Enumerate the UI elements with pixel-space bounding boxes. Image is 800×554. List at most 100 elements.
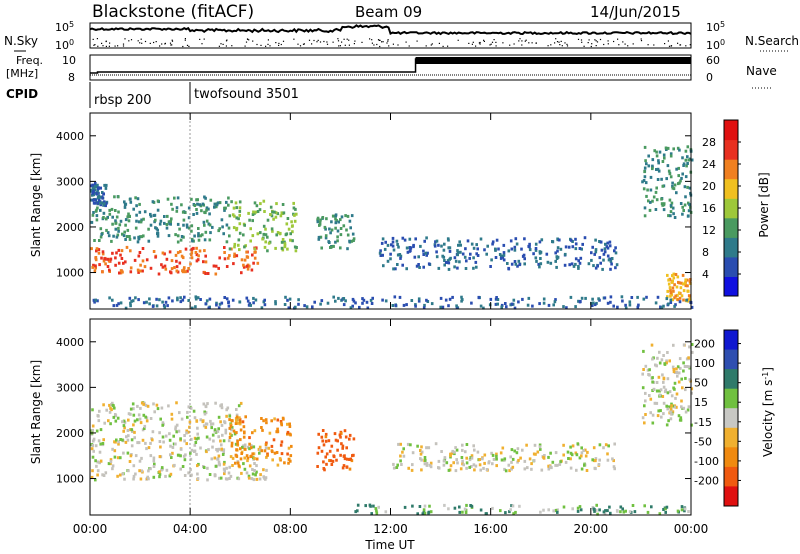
scatter-cell (446, 259, 450, 263)
scatter-cell (228, 234, 231, 238)
nsearch-dot (354, 40, 356, 42)
scatter-cell (669, 210, 673, 214)
scatter-cell (466, 239, 470, 243)
scatter-cell (214, 401, 217, 405)
scatter-cell (374, 507, 378, 511)
scatter-cell (678, 300, 682, 304)
scatter-cell (91, 193, 94, 197)
scatter-cell (461, 298, 464, 302)
scatter-cell (669, 289, 672, 293)
colorbar-swatch (724, 486, 738, 507)
scatter-cell (264, 443, 268, 447)
scatter-cell (91, 428, 94, 432)
scatter-cell (370, 302, 374, 305)
scatter-cell (451, 449, 454, 453)
scatter-cell (140, 401, 144, 405)
scatter-cell (648, 394, 651, 397)
scatter-cell (330, 228, 334, 232)
scatter-cell (228, 214, 232, 218)
scatter-cell (482, 466, 485, 470)
scatter-cell (683, 509, 686, 513)
scatter-cell (239, 438, 242, 442)
scatter-cell (278, 232, 282, 236)
scatter-cell (99, 186, 102, 190)
scatter-cell (680, 294, 684, 298)
scatter-cell (276, 231, 280, 234)
scatter-cell (182, 267, 186, 271)
scatter-cell (564, 460, 568, 464)
scatter-cell (157, 272, 161, 276)
scatter-cell (417, 255, 420, 259)
scatter-cell (679, 286, 683, 290)
scatter-cell (649, 188, 653, 192)
nsearch-dot (164, 43, 166, 45)
nsearch-dot (491, 41, 494, 43)
scatter-cell (673, 216, 677, 219)
scatter-cell (443, 242, 446, 246)
freq-panel (89, 54, 692, 81)
scatter-cell (681, 212, 684, 216)
scatter-cell (122, 424, 126, 428)
scatter-cell (203, 249, 206, 253)
scatter-cell (190, 247, 194, 251)
nsearch-dot (564, 42, 566, 44)
scatter-cell (668, 172, 672, 176)
scatter-cell (571, 507, 574, 511)
nsearch-dot (343, 38, 345, 40)
scatter-cell (356, 509, 359, 513)
scatter-cell (166, 197, 170, 201)
scatter-cell (139, 421, 143, 425)
scatter-cell (582, 449, 585, 452)
scatter-cell (213, 473, 217, 477)
scatter-cell (322, 467, 326, 470)
nsearch-dot (479, 43, 481, 45)
scatter-cell (269, 213, 272, 216)
scatter-cell (219, 476, 223, 480)
scatter-cell (133, 430, 136, 434)
scatter-cell (501, 255, 505, 259)
scatter-cell (676, 509, 680, 513)
scatter-cell (670, 394, 674, 398)
scatter-cell (440, 244, 443, 248)
scatter-cell (168, 222, 171, 226)
scatter-cell (99, 428, 103, 432)
scatter-cell (168, 438, 172, 442)
scatter-cell (526, 303, 530, 307)
scatter-cell (124, 306, 128, 310)
scatter-cell (101, 473, 104, 477)
scatter-cell (112, 234, 115, 238)
scatter-cell (570, 262, 574, 266)
scatter-cell (144, 441, 147, 445)
scatter-cell (485, 252, 488, 256)
nsearch-dot (556, 41, 559, 43)
scatter-cell (592, 459, 596, 463)
scatter-cell (273, 210, 276, 214)
scatter-cell (650, 505, 653, 509)
scatter-cell (139, 477, 143, 481)
scatter-cell (423, 239, 426, 243)
scatter-cell (139, 220, 143, 224)
scatter-cell (160, 466, 164, 470)
scatter-cell (490, 451, 493, 455)
scatter-cell (445, 461, 449, 465)
scatter-cell (641, 180, 644, 184)
scatter-cell (179, 454, 182, 458)
scatter-cell (130, 428, 134, 432)
scatter-cell (189, 457, 193, 461)
scatter-cell (106, 231, 110, 235)
scatter-cell (319, 302, 322, 306)
scatter-cell (274, 215, 278, 219)
scatter-cell (662, 354, 665, 357)
scatter-cell (576, 442, 580, 446)
scatter-cell (658, 389, 661, 393)
scatter-cell (232, 206, 236, 210)
scatter-cell (189, 406, 193, 410)
scatter-cell (245, 250, 248, 254)
y-tick-label: 2000 (56, 221, 84, 234)
nsearch-dot (554, 42, 556, 44)
scatter-cell (216, 449, 219, 453)
scatter-cell (160, 263, 163, 267)
scatter-cell (657, 375, 661, 379)
nsearch-dot (447, 45, 449, 47)
scatter-cell (251, 219, 254, 223)
